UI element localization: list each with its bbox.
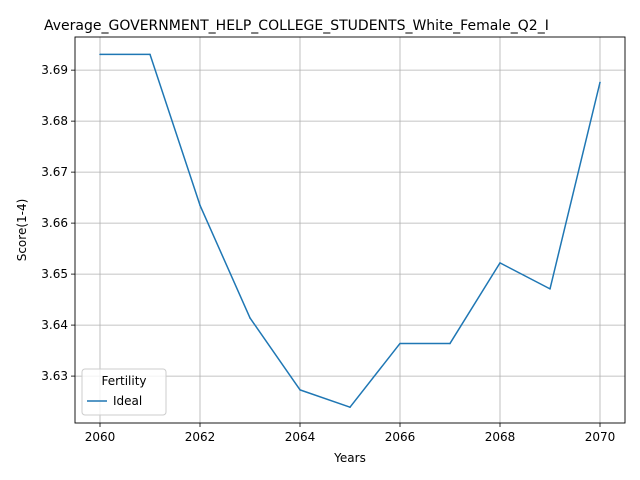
legend: Fertility Ideal <box>81 368 167 416</box>
plot-frame <box>74 36 626 424</box>
data-point <box>599 81 601 84</box>
legend-label-ideal: Ideal <box>113 394 142 408</box>
y-tick-label: 3.68 <box>41 114 68 128</box>
y-tick-label: 3.66 <box>41 216 68 230</box>
x-tick-label: 2060 <box>85 430 116 444</box>
y-tick-label: 3.67 <box>41 165 68 179</box>
data-point <box>149 53 151 56</box>
y-tick-label: 3.64 <box>41 318 68 332</box>
x-tick-label: 2064 <box>285 430 316 444</box>
y-tick-label: 3.65 <box>41 267 68 281</box>
x-tick-label: 2070 <box>585 430 616 444</box>
x-axis-ticks: 2060 2062 2064 2066 2068 2070 <box>85 423 616 444</box>
legend-title: Fertility <box>101 374 146 388</box>
y-tick-label: 3.63 <box>41 369 68 383</box>
data-point <box>499 262 501 264</box>
x-tick-label: 2066 <box>385 430 416 444</box>
data-point <box>199 204 201 207</box>
x-tick-label: 2062 <box>185 430 216 444</box>
data-point <box>349 406 351 408</box>
series-lines <box>99 53 601 408</box>
y-tick-label: 3.69 <box>41 63 68 77</box>
chart-title: Average_GOVERNMENT_HELP_COLLEGE_STUDENTS… <box>44 18 549 34</box>
data-point <box>249 317 251 319</box>
x-axis-label: Years <box>333 451 366 465</box>
y-axis-ticks: 3.63 3.64 3.65 3.66 3.67 3.68 3.69 <box>41 63 75 383</box>
data-point <box>99 53 101 56</box>
data-point <box>549 288 551 290</box>
x-tick-label: 2068 <box>485 430 516 444</box>
data-point <box>299 389 301 391</box>
data-point <box>449 342 451 345</box>
data-point <box>399 342 401 345</box>
y-axis-label: Score(1-4) <box>15 199 29 262</box>
legend-box <box>81 368 167 416</box>
grid-lines <box>75 37 625 423</box>
